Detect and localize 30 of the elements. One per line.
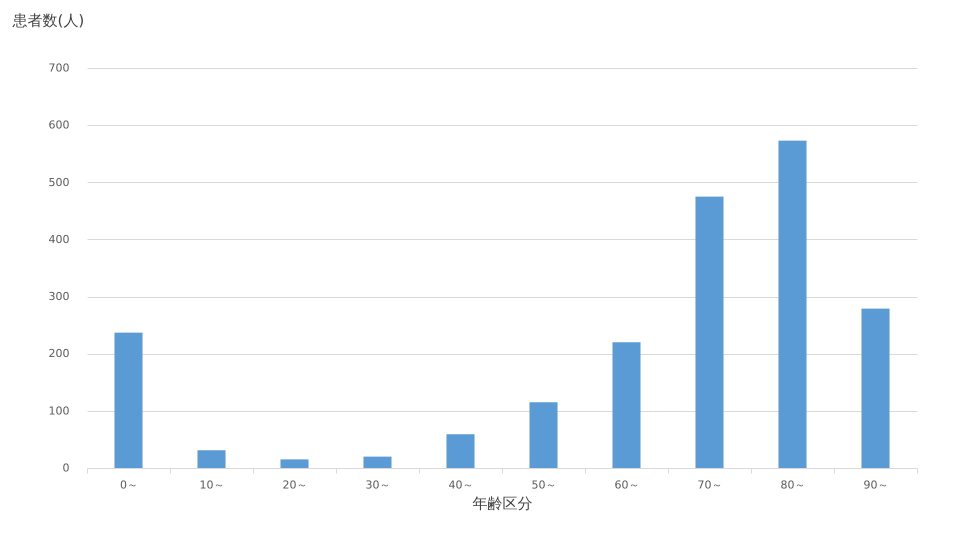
bar [114,332,142,468]
x-axis-title: 年齢区分 [472,494,532,512]
y-tick-label: 500 [48,176,70,189]
y-tick-label: 0 [62,462,70,474]
bar [612,342,640,468]
bar [364,456,392,468]
x-tick-label: 70～ [698,478,722,492]
x-tick-label: 90～ [864,478,888,492]
x-tick-label: 10～ [200,478,224,492]
x-tick-label: 80～ [780,478,806,492]
y-tick-label: 200 [48,347,70,360]
y-axis-title: 患者数(人) [12,12,84,30]
y-tick-label: 400 [48,232,70,246]
bar [280,459,308,468]
x-tick-label: 50～ [532,478,556,492]
x-tick-label: 0～ [120,478,138,492]
x-tick-label: 20～ [282,478,308,492]
y-tick-label: 700 [48,62,70,74]
bar [446,434,474,468]
bar [862,308,890,468]
x-tick-label: 40～ [448,478,474,492]
bar [530,402,558,468]
y-tick-label: 600 [48,118,70,132]
x-tick-label: 30～ [366,478,390,492]
bar [696,196,724,468]
bar [198,450,226,468]
y-tick-label: 300 [48,290,70,304]
x-tick-label: 60～ [614,478,640,492]
y-tick-label: 100 [48,404,70,418]
bar [778,140,806,468]
